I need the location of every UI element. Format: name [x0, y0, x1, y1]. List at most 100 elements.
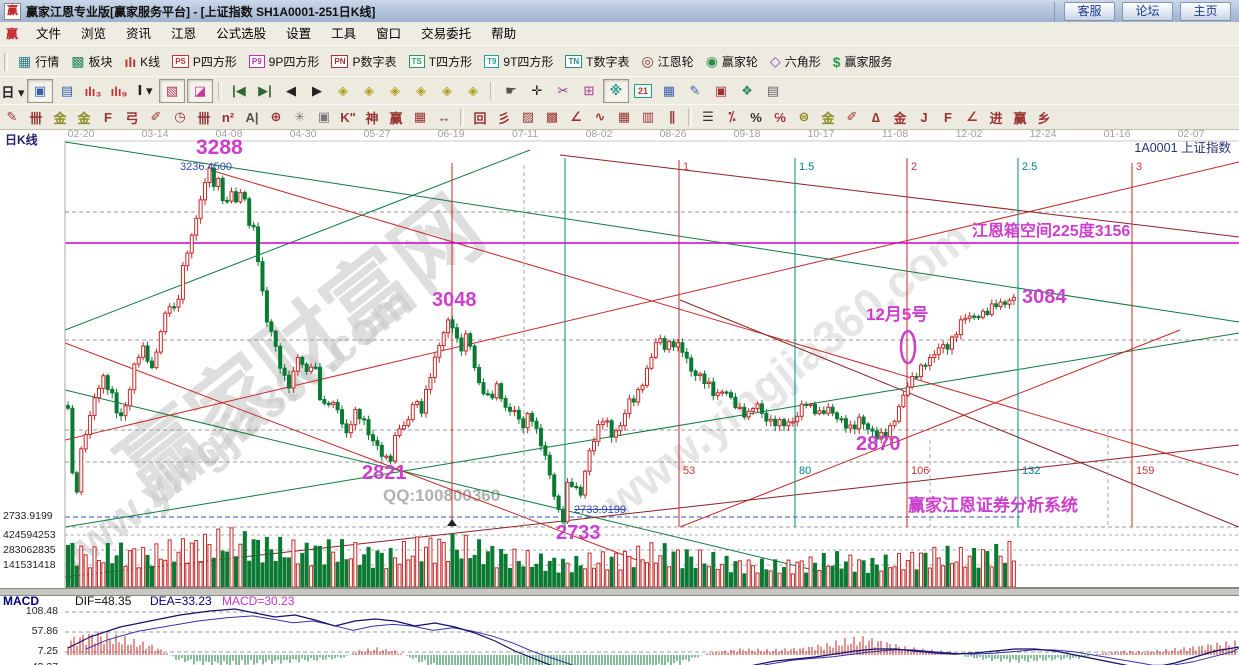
ma3-icon[interactable]: ılı₃ — [84, 83, 102, 99]
golden-ratio-icon[interactable]: 金 — [53, 110, 67, 126]
wave-line-icon[interactable]: ∿ — [594, 109, 606, 124]
boxed-wheel-icon[interactable]: ▣ — [317, 109, 331, 124]
extra-tool-icon[interactable]: 乡 — [1037, 110, 1051, 126]
wave-ruler-icon[interactable]: ∆ — [872, 109, 880, 125]
goto-start-icon[interactable]: |◀ — [232, 83, 246, 98]
toolbar-item-hexagon[interactable]: ◇ 六角形 — [770, 53, 821, 70]
ma9-icon[interactable]: ılı₉ — [110, 83, 128, 99]
advance-icon[interactable]: 进 — [989, 110, 1003, 126]
menu-9[interactable]: 交易委托 — [421, 26, 472, 41]
erase-tool-icon[interactable]: ✂ — [557, 83, 569, 98]
time-cycle-icon[interactable]: ◷ — [174, 109, 186, 124]
golden-line-icon[interactable]: 金 — [821, 110, 835, 126]
gann-line-icon[interactable]: 卌 — [29, 110, 43, 126]
calendar-icon[interactable]: 21 — [631, 80, 655, 102]
text-note-icon[interactable]: A| — [245, 109, 259, 125]
menu-7[interactable]: 工具 — [331, 26, 357, 41]
grid-red-icon[interactable]: ▦ — [617, 109, 631, 124]
toolbar-item-p-number-table[interactable]: PN P数字表 — [331, 53, 397, 70]
homepage-button[interactable]: 主页 — [1180, 1, 1231, 21]
f-angle-icon[interactable]: F — [944, 109, 952, 125]
toolbar-item-p-square[interactable]: PS P四方形 — [172, 53, 237, 70]
zoom-in-x-icon[interactable]: ◈ — [364, 83, 374, 98]
percent-icon[interactable]: % — [750, 109, 762, 125]
pane-splitter[interactable] — [0, 588, 1239, 596]
fibo-grid-icon[interactable]: F — [104, 109, 112, 125]
square-of-nine-icon[interactable]: n² — [221, 109, 235, 125]
percent-zones-icon[interactable]: ℅ — [774, 109, 786, 125]
percent-line-icon[interactable]: ⁒ — [728, 109, 736, 124]
gann-circle-icon[interactable]: ⊕ — [270, 109, 282, 124]
parallel-icon[interactable]: ∥ — [668, 109, 676, 124]
next-bar-icon[interactable]: ▶ — [312, 83, 322, 98]
compress-x-icon[interactable]: ◈ — [416, 83, 426, 98]
angle2-icon[interactable]: ∠ — [966, 109, 978, 124]
print-icon[interactable]: ▤ — [766, 83, 780, 98]
toolbar-item-t-number-table[interactable]: TN T数字表 — [565, 53, 629, 70]
fan-box-icon[interactable]: ▨ — [521, 109, 535, 124]
toolbar-item-quotes[interactable]: ▦ 行情 — [18, 53, 59, 70]
candle-style-selector[interactable]: Ⅰ ▾ — [137, 83, 153, 98]
menu-2[interactable]: 浏览 — [81, 26, 107, 41]
toolbar-item-winner-service[interactable]: $ 赢家服务 — [833, 53, 893, 70]
compress-y-icon[interactable]: ◈ — [468, 83, 478, 98]
save-icon[interactable]: ▣ — [714, 83, 728, 98]
golden-box-icon[interactable]: 金 — [77, 110, 91, 126]
price-box-icon[interactable]: ▦ — [413, 109, 427, 124]
toolbar-item-9p-square[interactable]: P9 9P四方形 — [248, 53, 319, 70]
toolbar-item-winner-wheel[interactable]: ◉ 赢家轮 — [706, 53, 758, 70]
prev-bar-icon[interactable]: ◀ — [286, 83, 296, 98]
macd-indicator-title[interactable]: MACD — [3, 594, 39, 608]
window-layout-icon[interactable]: ▣ — [27, 79, 53, 103]
golden-red-icon[interactable]: 金 — [893, 110, 907, 126]
goto-end-icon[interactable]: ▶| — [258, 83, 272, 98]
k-mark-icon[interactable]: K" — [340, 109, 356, 125]
coordinate-icon[interactable]: ▧ — [159, 79, 185, 103]
menu-4[interactable]: 江恩 — [171, 26, 197, 41]
notes-icon[interactable]: ✎ — [689, 83, 701, 98]
menu-3[interactable]: 资讯 — [126, 26, 152, 41]
win-tool-icon[interactable]: 赢 — [389, 110, 403, 126]
golden-circle-icon[interactable]: ⊜ — [798, 109, 810, 124]
j-angle-icon[interactable]: J — [920, 109, 928, 125]
grid-red2-icon[interactable]: ▥ — [641, 109, 655, 124]
menu-6[interactable]: 设置 — [286, 26, 312, 41]
toolbar-item-gann-wheel[interactable]: ◎ 江恩轮 — [641, 53, 693, 70]
forum-button[interactable]: 论坛 — [1122, 1, 1173, 21]
fan-box2-icon[interactable]: ▩ — [545, 109, 559, 124]
trend-angle-icon[interactable]: ∠ — [570, 109, 582, 124]
calculator-icon[interactable]: ▦ — [662, 83, 676, 98]
shen-tool-icon[interactable]: 神 — [365, 110, 379, 126]
toolbar-item-9t-square[interactable]: T9 9T四方形 — [484, 53, 553, 70]
period-selector[interactable]: 日 ▾ — [1, 84, 25, 100]
expand-x-icon[interactable]: ◈ — [390, 83, 400, 98]
speed-line-icon[interactable]: ✐ — [846, 109, 858, 124]
menu-5[interactable]: 公式选股 — [216, 26, 267, 41]
gann-grid-icon[interactable]: 卌 — [197, 110, 211, 126]
mark-pen-icon[interactable]: ✐ — [150, 109, 162, 124]
toolbar-item-t-square[interactable]: TS T四方形 — [408, 53, 472, 70]
customer-service-button[interactable]: 客服 — [1064, 1, 1115, 21]
smart-analysis-icon[interactable]: ※ — [603, 79, 629, 103]
win-angle-icon[interactable]: 赢 — [1013, 110, 1027, 126]
share-icon[interactable]: ❖ — [741, 83, 753, 98]
draw-brush-icon[interactable]: ✎ — [6, 109, 18, 124]
zoom-out-x-icon[interactable]: ◈ — [338, 83, 348, 98]
quote-panel-icon[interactable]: ▤ — [60, 83, 74, 98]
menu-8[interactable]: 窗口 — [376, 26, 402, 41]
fan-lines-icon[interactable]: 彡 — [497, 110, 511, 126]
hand-tool-icon[interactable]: ☛ — [505, 83, 517, 98]
crosshair-icon[interactable]: ✛ — [531, 83, 543, 98]
add-panel-icon[interactable]: ⊞ — [583, 83, 595, 98]
stat-table-icon[interactable]: ☰ — [702, 109, 714, 124]
expand-y-icon[interactable]: ◈ — [442, 83, 452, 98]
color-kline-icon[interactable]: ◪ — [187, 79, 213, 103]
menu-10[interactable]: 帮助 — [491, 26, 517, 41]
gann-wheel-icon[interactable]: ✳ — [294, 109, 306, 124]
toolbar-item-sectors[interactable]: ▩ 板块 — [71, 53, 112, 70]
menu-1[interactable]: 文件 — [36, 26, 62, 41]
arc-tool-icon[interactable]: 弓 — [125, 110, 139, 126]
measure-icon[interactable]: ↔ — [437, 109, 451, 125]
toolbar-item-kline[interactable]: ılı K线 — [125, 53, 161, 70]
